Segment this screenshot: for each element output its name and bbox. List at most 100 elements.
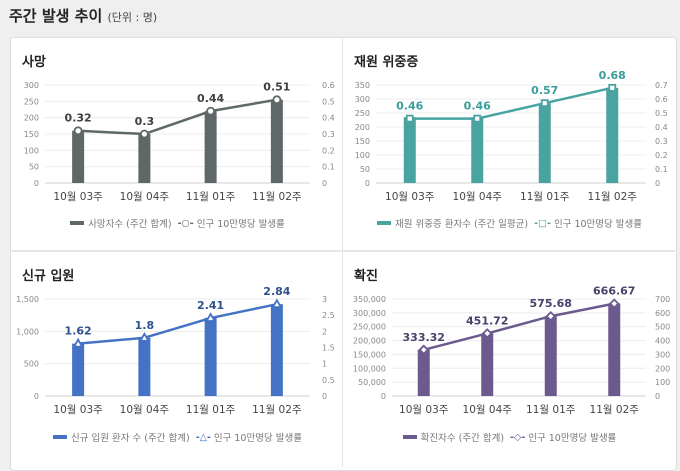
legend-bar-label: 확진자수 (주간 합계) [420,433,505,444]
bar [471,117,484,183]
triangle-marker [205,312,217,322]
data-label: 0.46 [464,100,491,113]
divider [10,250,675,252]
circle-marker [206,106,216,116]
left-tick-label: 200 [24,114,39,123]
right-tick-label: 2.5 [322,311,335,320]
left-tick-label: 50,000 [358,378,386,387]
square-marker [608,83,617,92]
legend: 확진자수 (주간 합계) -◇- 인구 10만명당 발생률 [344,430,675,444]
chart-card-confirmed: 확진 0 50,000 100,000 150,000 200,000 250,000 300… [344,252,675,464]
triangle-marker [271,298,283,309]
legend-bar-swatch [402,435,417,439]
left-tick-label: 500 [24,360,39,369]
left-tick-label: 300,000 [353,309,386,318]
bar [72,343,85,396]
legend-line-label: 인구 10만명당 발생률 [196,219,285,230]
right-tick-label: 700 [655,295,670,304]
square-marker [405,114,414,123]
left-tick-label: 1,500 [16,295,39,304]
legend-line-label: 인구 10만명당 발생률 [213,433,302,444]
right-tick-label: 200 [655,364,670,373]
chart-card-admission: 신규 입원 0 500 1,000 1,500 0 0.5 1 1.5 2 2.5 3 1.62 1.8 2… [12,252,343,464]
data-label: 0.57 [531,84,558,97]
bar [538,103,551,183]
left-tick-label: 250,000 [353,323,386,332]
chart-card-death: 사망 0 50 100 150 200 250 300 0 0.1 0.2 0.3 0.4 0.5 0.6 0… [12,38,343,250]
left-tick-label: 300 [355,95,370,104]
right-tick-label: 0.5 [655,109,668,118]
data-label: 2.84 [263,285,290,298]
divider [342,37,343,467]
right-tick-label: 1.5 [322,344,335,353]
left-tick-label: 100 [24,146,39,155]
legend-bar-swatch [53,435,68,439]
left-tick-label: 300 [24,81,39,90]
data-label: 0.3 [135,115,155,128]
square-marker [540,99,549,108]
right-tick-label: 0 [322,392,327,401]
left-tick-label: 0 [34,179,39,188]
bar [72,130,85,183]
diamond-marker [481,328,493,339]
legend: 사망자수 (주간 합계) -○- 인구 10만명당 발생률 [12,216,343,230]
x-tick-label: 11월 02주 [252,404,302,416]
triangle-marker [138,331,150,342]
right-tick-label: 2 [322,327,327,336]
left-tick-label: 0 [381,392,386,401]
right-tick-label: 0.5 [322,97,335,106]
legend-line-label: 인구 10만명당 발생률 [528,433,617,444]
legend: 재원 위중증 환자수 (주간 일평균) -□- 인구 10만명당 발생률 [344,216,675,230]
diamond-marker [418,344,430,356]
right-tick-label: 0 [655,392,660,401]
chart-title: 사망 [22,55,46,70]
legend-line-label: 인구 10만명당 발생률 [553,219,643,230]
x-tick-label: 10월 03주 [399,404,449,416]
left-tick-label: 150 [355,137,370,146]
left-tick-label: 50 [360,165,370,174]
rate-line [423,302,615,352]
legend-bar-label: 신규 입원 환자 수 (주간 합계) [71,433,190,444]
bar [204,317,217,396]
legend-square-marker-icon: -□- [534,217,551,229]
x-tick-label: 10월 04주 [453,191,503,203]
x-tick-label: 10월 03주 [53,191,103,203]
right-tick-label: 0 [322,179,327,188]
left-tick-label: 350 [355,81,370,90]
bar [403,117,416,183]
diamond-marker [608,298,620,309]
left-tick-label: 0 [34,392,39,401]
left-tick-label: 0 [365,179,370,188]
x-tick-label: 11월 02주 [590,404,640,416]
chart-svg: 0 50,000 100,000 150,000 200,000 250,000 300,0… [353,285,670,416]
x-tick-label: 11월 02주 [588,191,638,203]
x-tick-label: 10월 03주 [53,404,103,416]
bar [606,87,619,183]
data-label: 575.68 [530,297,572,310]
right-tick-label: 0.1 [655,165,668,174]
left-tick-label: 250 [24,97,39,106]
chart-card-severe: 재원 위중증 0 50 100 150 200 250 300 350 0 0.1 0.2 0.3 0.4… [344,38,675,250]
x-tick-label: 10월 04주 [120,191,170,203]
data-label: 0.44 [197,92,224,105]
left-tick-label: 100 [355,151,370,160]
right-tick-label: 1 [322,360,327,369]
circle-marker [73,126,83,136]
title-text: 주간 발생 추이 [9,7,103,25]
right-tick-label: 100 [655,378,670,387]
x-tick-label: 10월 04주 [120,404,170,416]
x-tick-label: 11월 01주 [520,191,570,203]
data-label: 0.68 [599,69,626,82]
bar [270,99,283,183]
right-tick-label: 0 [655,179,660,188]
bar [417,349,430,396]
chart-svg: 0 50 100 150 200 250 300 350 0 0.1 0.2 0.3 0.4 0.5 0.6… [355,69,668,203]
right-tick-label: 300 [655,350,670,359]
left-tick-label: 1,000 [16,327,39,336]
x-tick-label: 11월 01주 [526,404,576,416]
data-label: 0.32 [65,112,92,125]
left-tick-label: 150,000 [353,350,386,359]
left-tick-label: 200 [355,123,370,132]
circle-marker [139,129,149,139]
x-tick-label: 11월 01주 [186,191,236,203]
